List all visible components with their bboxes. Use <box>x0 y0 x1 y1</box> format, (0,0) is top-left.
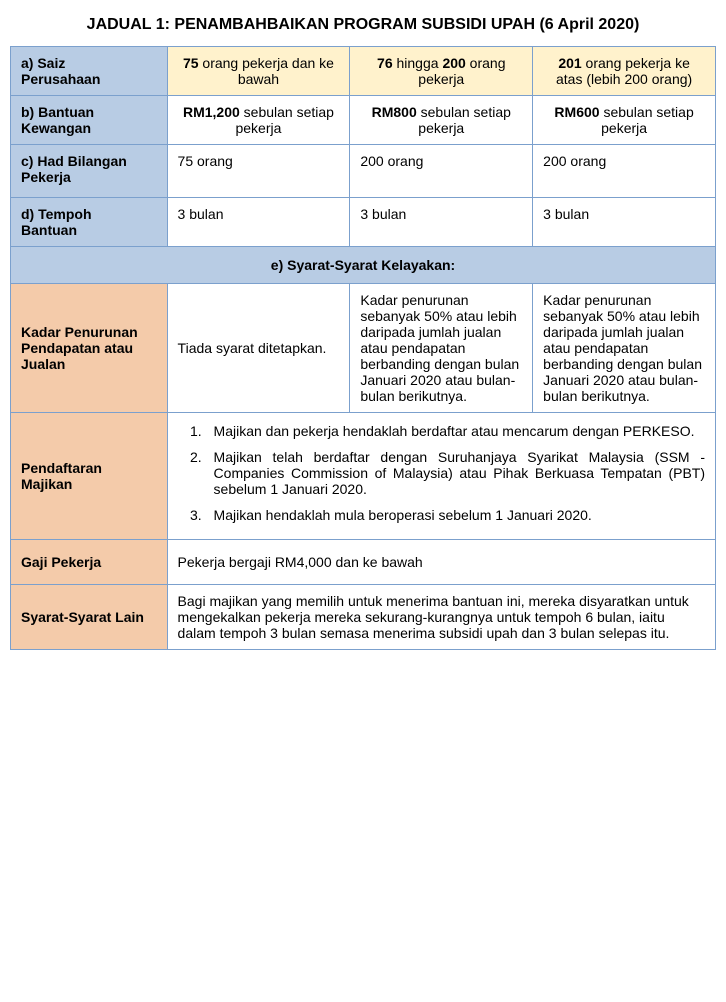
row-d-label: d) Tempoh Bantuan <box>11 198 168 247</box>
elig-row2-content: Majikan dan pekerja hendaklah berdaftar … <box>167 413 715 540</box>
row-d-col2: 3 bulan <box>350 198 533 247</box>
row-a-col3: 201 orang pekerja ke atas (lebih 200 ora… <box>533 47 716 96</box>
elig-row3-content: Pekerja bergaji RM4,000 dan ke bawah <box>167 540 715 585</box>
row-b-label: b) Bantuan Kewangan <box>11 96 168 145</box>
row-d-col3: 3 bulan <box>533 198 716 247</box>
row-d-col1: 3 bulan <box>167 198 350 247</box>
elig-row3-label: Gaji Pekerja <box>11 540 168 585</box>
table-row: Kadar Penurunan Pendapatan atau Jualan T… <box>11 284 716 413</box>
elig-row1-col2: Kadar penurunan sebanyak 50% atau lebih … <box>350 284 533 413</box>
row-b-col2: RM800 sebulan setiap pekerja <box>350 96 533 145</box>
table-row: c) Had Bilangan Pekerja 75 orang 200 ora… <box>11 145 716 198</box>
table-row: d) Tempoh Bantuan 3 bulan 3 bulan 3 bula… <box>11 198 716 247</box>
table-row: a) Saiz Perusahaan 75 orang pekerja dan … <box>11 47 716 96</box>
row-a-col2: 76 hingga 200 orang pekerja <box>350 47 533 96</box>
elig-row1-label: Kadar Penurunan Pendapatan atau Jualan <box>11 284 168 413</box>
elig-row1-col1: Tiada syarat ditetapkan. <box>167 284 350 413</box>
section-e-header: e) Syarat-Syarat Kelayakan: <box>11 247 716 284</box>
elig-row1-col3: Kadar penurunan sebanyak 50% atau lebih … <box>533 284 716 413</box>
row-a-col1: 75 orang pekerja dan ke bawah <box>167 47 350 96</box>
table-row: b) Bantuan Kewangan RM1,200 sebulan seti… <box>11 96 716 145</box>
row-c-label: c) Had Bilangan Pekerja <box>11 145 168 198</box>
table-row: Gaji Pekerja Pekerja bergaji RM4,000 dan… <box>11 540 716 585</box>
elig-row4-content: Bagi majikan yang memilih untuk menerima… <box>167 585 715 650</box>
row-b-col3: RM600 sebulan setiap pekerja <box>533 96 716 145</box>
list-item: Majikan telah berdaftar dengan Suruhanja… <box>206 447 705 505</box>
elig-row2-label: Pendaftaran Majikan <box>11 413 168 540</box>
elig-row4-label: Syarat-Syarat Lain <box>11 585 168 650</box>
table-row: Pendaftaran Majikan Majikan dan pekerja … <box>11 413 716 540</box>
list-item: Majikan dan pekerja hendaklah berdaftar … <box>206 421 705 447</box>
row-c-col2: 200 orang <box>350 145 533 198</box>
table-title: JADUAL 1: PENAMBAHBAIKAN PROGRAM SUBSIDI… <box>10 10 716 46</box>
table-row: e) Syarat-Syarat Kelayakan: <box>11 247 716 284</box>
table-row: Syarat-Syarat Lain Bagi majikan yang mem… <box>11 585 716 650</box>
list-item: Majikan hendaklah mula beroperasi sebelu… <box>206 505 705 531</box>
row-b-col1: RM1,200 sebulan setiap pekerja <box>167 96 350 145</box>
subsidy-table: a) Saiz Perusahaan 75 orang pekerja dan … <box>10 46 716 650</box>
row-c-col3: 200 orang <box>533 145 716 198</box>
row-a-label: a) Saiz Perusahaan <box>11 47 168 96</box>
row-c-col1: 75 orang <box>167 145 350 198</box>
